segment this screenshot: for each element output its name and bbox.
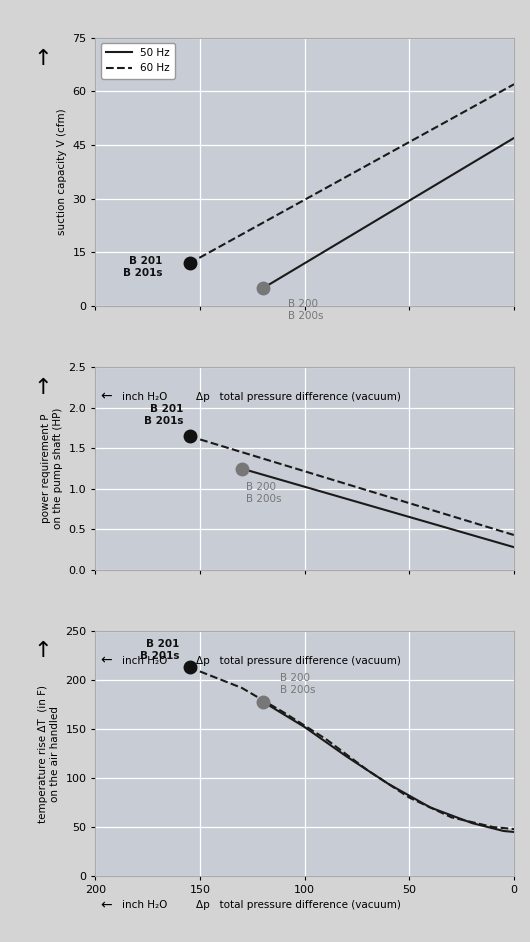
Text: Δp   total pressure difference (vacuum): Δp total pressure difference (vacuum) bbox=[196, 901, 401, 911]
Y-axis label: power requirement P
on the pump shaft (HP): power requirement P on the pump shaft (H… bbox=[41, 408, 63, 529]
Text: B 201
B 201s: B 201 B 201s bbox=[139, 639, 179, 660]
Text: inch H₂O: inch H₂O bbox=[122, 656, 167, 666]
Text: ←: ← bbox=[101, 390, 112, 404]
Legend: 50 Hz, 60 Hz: 50 Hz, 60 Hz bbox=[101, 43, 175, 78]
Text: ↑: ↑ bbox=[33, 49, 52, 69]
Y-axis label: suction capacity V (cfm): suction capacity V (cfm) bbox=[57, 108, 67, 236]
Y-axis label: temperature rise ΔT  (in F)
on the air handled: temperature rise ΔT (in F) on the air ha… bbox=[38, 685, 60, 822]
Text: B 200
B 200s: B 200 B 200s bbox=[246, 482, 281, 504]
Text: B 200
B 200s: B 200 B 200s bbox=[288, 299, 323, 320]
Text: ↑: ↑ bbox=[33, 641, 52, 660]
Text: ←: ← bbox=[101, 899, 112, 913]
Text: B 201
B 201s: B 201 B 201s bbox=[123, 256, 162, 278]
Text: inch H₂O: inch H₂O bbox=[122, 901, 167, 911]
Text: Δp   total pressure difference (vacuum): Δp total pressure difference (vacuum) bbox=[196, 392, 401, 402]
Text: B 200
B 200s: B 200 B 200s bbox=[280, 674, 315, 695]
Text: inch H₂O: inch H₂O bbox=[122, 392, 167, 402]
Text: ←: ← bbox=[101, 654, 112, 668]
Text: ↑: ↑ bbox=[33, 378, 52, 398]
Text: Δp   total pressure difference (vacuum): Δp total pressure difference (vacuum) bbox=[196, 656, 401, 666]
Text: B 201
B 201s: B 201 B 201s bbox=[144, 404, 183, 426]
